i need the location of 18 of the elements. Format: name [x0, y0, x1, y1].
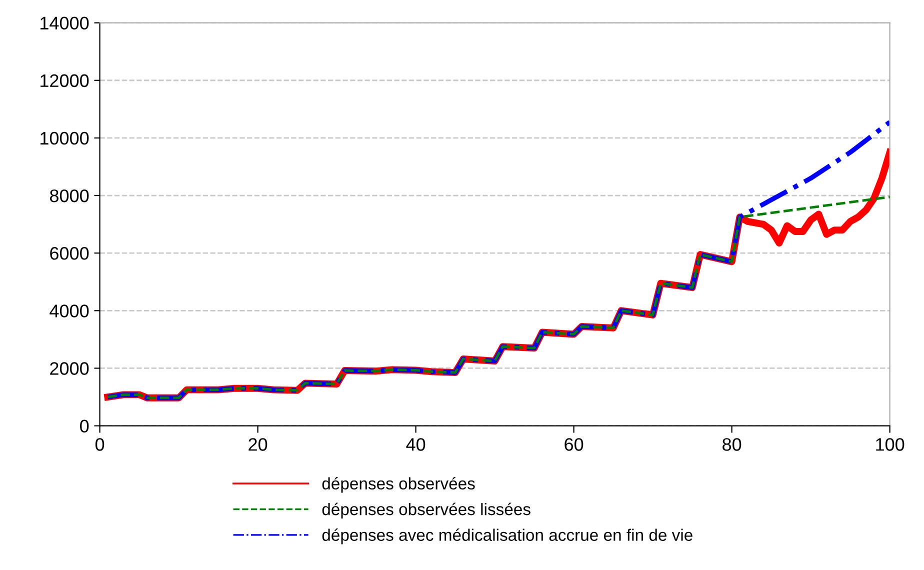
legend-label: dépenses avec médicalisation accrue en fin de vie — [322, 528, 692, 544]
x-tick-label: 20 — [248, 438, 268, 451]
y-tick-label: 8000 — [50, 189, 89, 202]
y-tick-label: 12000 — [40, 74, 89, 88]
y-tick-label: 6000 — [50, 247, 89, 260]
x-tick-label: 80 — [722, 438, 742, 451]
legend-label: dépenses observées — [322, 477, 475, 493]
x-tick-label: 60 — [564, 438, 584, 451]
y-tick-label: 14000 — [40, 16, 89, 30]
line-series — [106, 196, 890, 400]
y-tick-label: 4000 — [50, 304, 89, 318]
y-tick-label: 2000 — [50, 362, 89, 375]
y-tick-label: 0 — [80, 420, 89, 433]
x-tick-label: 0 — [95, 438, 104, 451]
legend-label: dépenses observées lissées — [322, 502, 530, 519]
x-tick-label: 40 — [406, 438, 426, 451]
x-tick-label: 100 — [876, 438, 904, 451]
y-tick-label: 10000 — [40, 132, 89, 145]
